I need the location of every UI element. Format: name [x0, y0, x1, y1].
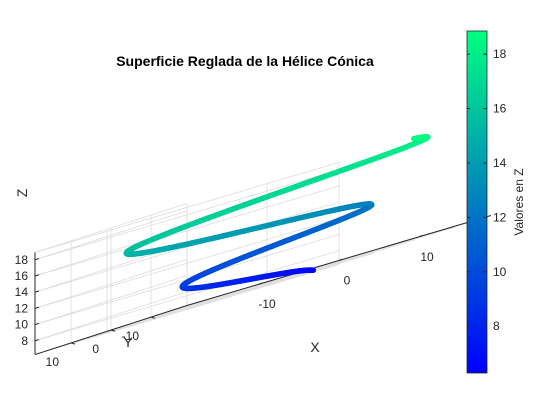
- colorbar-tick-label: 16: [493, 102, 507, 116]
- box-edge: [34, 203, 188, 253]
- x-tick-label: 10: [420, 250, 434, 264]
- z-axis-label: Z: [14, 188, 30, 197]
- grid-line-floor-y: [70, 252, 376, 344]
- z-tick-label: 16: [15, 269, 29, 283]
- x-axis-label: X: [310, 339, 320, 355]
- colorbar-label: Valores en Z: [512, 168, 526, 235]
- axes-grid: [34, 162, 456, 355]
- grid-line-wall-z: [34, 258, 188, 309]
- x-tick-label: 0: [344, 273, 351, 287]
- grid-line-wall-z: [34, 275, 188, 325]
- axes-ticks: -10 0 10 -10 0 10 8 10 12 14 16 18: [15, 235, 434, 369]
- grid-line-wall-z: [34, 291, 188, 342]
- y-axis-label: Y: [123, 334, 133, 350]
- colorbar-tick-label: 14: [493, 156, 507, 170]
- z-tick-label: 10: [15, 318, 29, 332]
- z-tick-mark: [34, 339, 40, 342]
- z-tick-mark: [34, 274, 40, 277]
- colorbar-ticks: 8 10 12 14 16 18: [467, 47, 507, 333]
- z-tick-mark: [34, 306, 40, 309]
- colorbar-gradient: [466, 30, 488, 374]
- y-tick-mark: [70, 342, 76, 345]
- colorbar-tick-label: 18: [493, 47, 507, 61]
- x-tick-mark: [338, 258, 343, 261]
- z-tick-label: 12: [15, 301, 29, 315]
- y-tick-label: -10: [122, 329, 140, 343]
- colorbar-tick-label: 8: [493, 319, 500, 333]
- z-tick-label: 18: [15, 253, 29, 267]
- colorbar: 8 10 12 14 16 18 Valores en Z: [466, 30, 526, 374]
- y-tick-mark: [110, 329, 116, 332]
- x-tick-mark: [418, 235, 423, 238]
- colorbar-tick-label: 10: [493, 265, 507, 279]
- y-tick-label: 0: [92, 342, 99, 356]
- z-tick-mark: [34, 322, 40, 326]
- z-tick-mark: [34, 290, 40, 293]
- chart-title: Superficie Reglada de la Hélice Cónica: [116, 53, 374, 69]
- helix-curve: [123, 133, 431, 292]
- box-edge: [34, 264, 340, 355]
- grid-line-wall-z: [34, 210, 188, 261]
- z-tick-mark: [34, 258, 40, 261]
- grid-line-floor-y: [110, 239, 416, 331]
- y-tick-label: 10: [46, 355, 60, 369]
- z-tick-label: 8: [21, 334, 28, 348]
- colorbar-tick-label: 12: [493, 210, 507, 224]
- y-tick-mark: [150, 316, 156, 319]
- x-tick-mark: [258, 282, 263, 285]
- x-tick-label: -10: [258, 297, 276, 311]
- z-tick-label: 14: [15, 285, 29, 299]
